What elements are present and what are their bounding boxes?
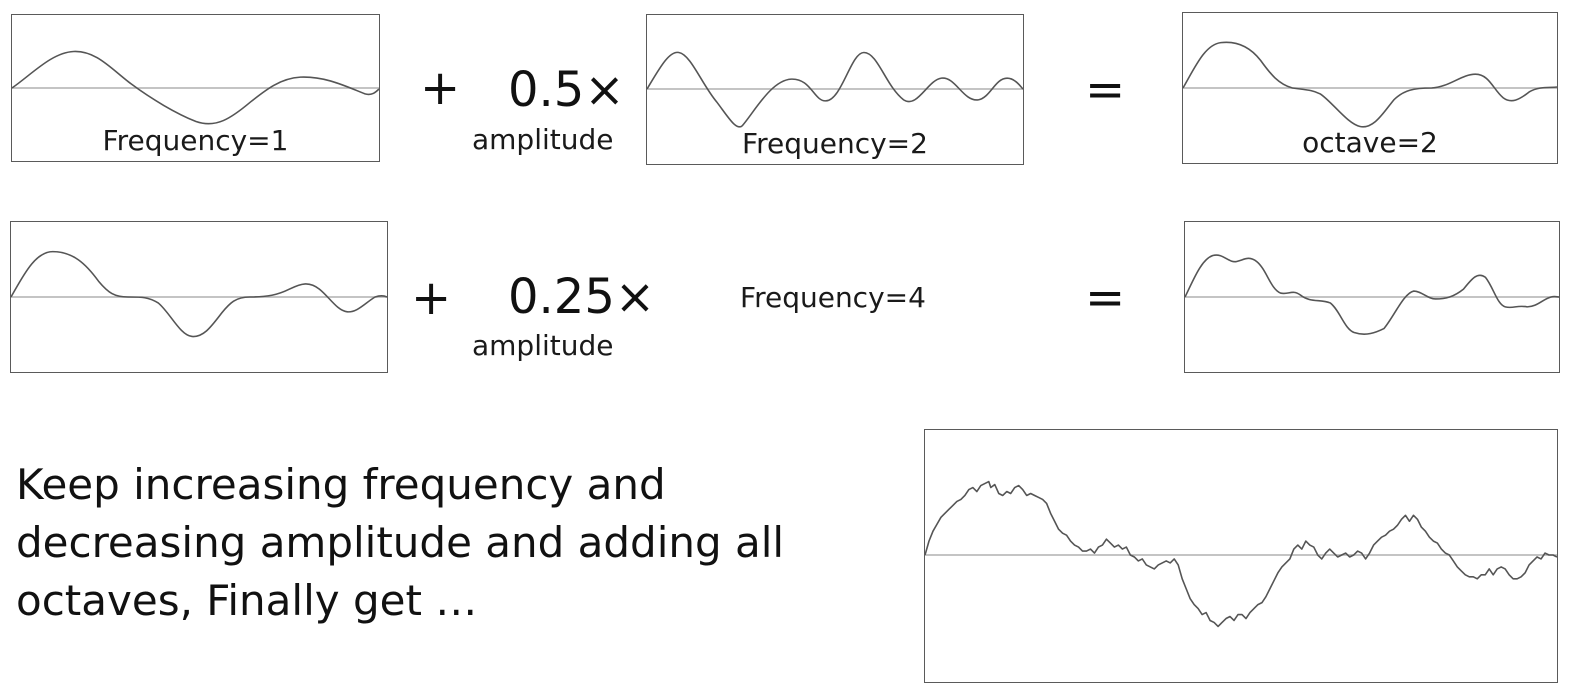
panel-label: Frequency=1 xyxy=(102,124,289,157)
noise-wave-octave-3 xyxy=(1185,254,1559,335)
noise-panel-octave-2-input xyxy=(10,221,388,373)
amplitude-label: amplitude xyxy=(472,329,614,362)
equals-sign: = xyxy=(1085,270,1126,326)
wave-curve xyxy=(925,480,1557,628)
amplitude-coefficient: 0.25× xyxy=(508,269,656,325)
noise-panel-frequency-2: Frequency=2 xyxy=(646,14,1024,165)
amplitude-label: amplitude xyxy=(472,123,614,156)
wave-curve xyxy=(12,50,379,125)
panel-label: Frequency=2 xyxy=(742,127,928,160)
noise-wave-frequency-2 xyxy=(647,51,1023,128)
equals-sign: = xyxy=(1085,62,1126,118)
plus-sign: + xyxy=(411,270,452,326)
wave-curve xyxy=(1183,41,1557,128)
panel-label: octave=2 xyxy=(1302,126,1438,159)
noise-panel-frequency-1: Frequency=1 xyxy=(11,14,380,162)
noise-panel-octave-3 xyxy=(1184,221,1560,373)
noise-wave-octave-2 xyxy=(1183,41,1557,128)
plus-sign: + xyxy=(420,60,461,116)
noise-wave-frequency-1 xyxy=(12,50,379,125)
wave-curve xyxy=(647,51,1023,128)
frequency-label: Frequency=4 xyxy=(740,281,926,314)
wave-curve xyxy=(11,250,387,338)
noise-panel-octave-2: octave=2 xyxy=(1182,12,1558,164)
noise-panel-final xyxy=(924,429,1558,683)
wave-curve xyxy=(1185,254,1559,335)
noise-wave-octave-2-input xyxy=(11,250,387,338)
amplitude-coefficient: 0.5× xyxy=(508,62,625,118)
noise-wave-final xyxy=(925,480,1557,628)
caption-text: Keep increasing frequency and decreasing… xyxy=(16,460,785,625)
